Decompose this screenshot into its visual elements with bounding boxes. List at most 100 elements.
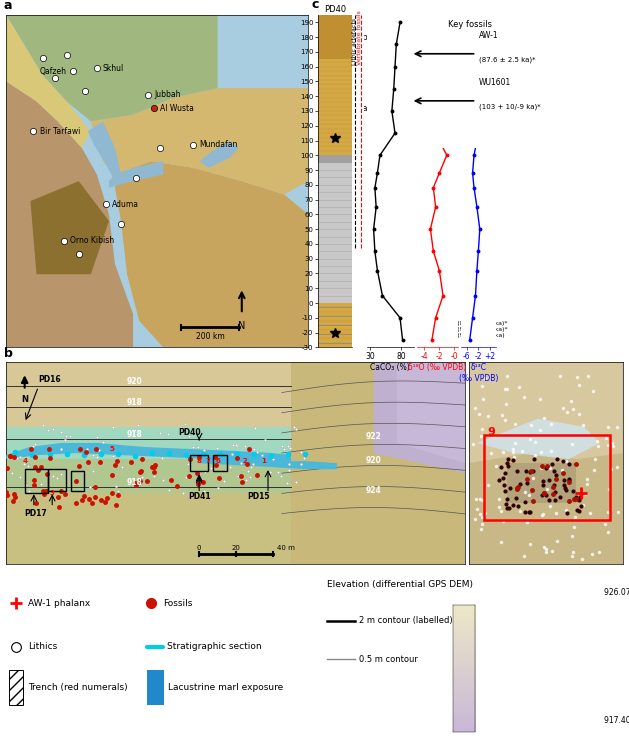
Text: 0: 0: [197, 545, 201, 551]
Text: Lacustrine marl exposure: Lacustrine marl exposure: [168, 683, 283, 692]
Text: PD16: PD16: [38, 376, 61, 385]
Text: (87.6 ± 2.5 ka)*: (87.6 ± 2.5 ka)*: [479, 57, 535, 63]
Polygon shape: [476, 419, 599, 459]
Title: PD40: PD40: [324, 5, 346, 14]
Text: Al Wusta: Al Wusta: [160, 104, 194, 113]
Text: Skhul: Skhul: [103, 63, 124, 72]
Text: 3b: 3b: [357, 33, 368, 42]
Text: PD15: PD15: [248, 492, 270, 501]
Polygon shape: [109, 161, 164, 187]
X-axis label: CaCO₃ (%): CaCO₃ (%): [370, 363, 410, 372]
Text: a: a: [3, 0, 12, 12]
Polygon shape: [397, 362, 465, 463]
Text: 7: 7: [206, 458, 211, 464]
Text: 0.5 m contour: 0.5 m contour: [359, 654, 418, 664]
Text: N: N: [238, 320, 245, 331]
Text: Vertebrate fossils: Vertebrate fossils: [357, 10, 362, 65]
Text: 1: 1: [357, 320, 363, 329]
Text: Trench (red numerals): Trench (red numerals): [28, 683, 128, 692]
Text: PD41: PD41: [188, 492, 211, 501]
Polygon shape: [199, 141, 239, 168]
Polygon shape: [88, 121, 121, 182]
Bar: [70, 471, 84, 492]
Text: Elevation (differential GPS DEM): Elevation (differential GPS DEM): [327, 580, 473, 589]
Text: 1: 1: [261, 458, 266, 464]
Text: 924: 924: [365, 486, 382, 495]
Bar: [213, 455, 226, 471]
X-axis label: δ¹³C
(‰ VPDB): δ¹³C (‰ VPDB): [459, 363, 498, 382]
Text: 926.07 m.a.s.l.: 926.07 m.a.s.l.: [604, 588, 629, 597]
Text: c: c: [311, 0, 319, 11]
Polygon shape: [6, 15, 218, 121]
Text: PD17 (85.3 ± 5.6 ka)*
PD15 (92.0 ± 6.3 ka)*
PD41 (92.2 ± 6.8 ka): PD17 (85.3 ± 5.6 ka)* PD15 (92.0 ± 6.3 k…: [439, 321, 508, 338]
Text: Orno Kibish: Orno Kibish: [70, 237, 114, 246]
Text: 3a: 3a: [357, 104, 368, 113]
Text: 5: 5: [109, 446, 114, 452]
Text: Aduma: Aduma: [112, 200, 139, 209]
Text: 920: 920: [365, 456, 382, 465]
Text: Bir Tarfawi: Bir Tarfawi: [40, 127, 80, 136]
Text: WU1601: WU1601: [479, 78, 511, 87]
Text: Mundafan: Mundafan: [199, 140, 238, 149]
Polygon shape: [6, 453, 465, 494]
Text: Lithics: Lithics: [28, 642, 57, 651]
Text: 918: 918: [127, 430, 143, 439]
Polygon shape: [91, 88, 308, 194]
Text: 20: 20: [231, 545, 240, 551]
Polygon shape: [30, 182, 109, 274]
Text: Key fossils: Key fossils: [448, 20, 493, 29]
Text: Fossils: Fossils: [164, 598, 193, 607]
Text: 920: 920: [127, 377, 143, 386]
Bar: [318, 15, 352, 59]
FancyBboxPatch shape: [147, 670, 164, 705]
Polygon shape: [374, 362, 465, 474]
Text: (103 + 10/-9 ka)*: (103 + 10/-9 ka)*: [479, 104, 540, 110]
Polygon shape: [6, 443, 291, 463]
Bar: [484, 435, 610, 520]
Polygon shape: [507, 463, 577, 503]
Text: AW-1: AW-1: [479, 31, 499, 40]
Text: 2: 2: [243, 458, 247, 464]
Bar: [25, 469, 48, 494]
Bar: [318, 163, 352, 303]
Polygon shape: [291, 362, 465, 564]
Text: 4: 4: [22, 458, 27, 464]
Bar: [190, 455, 208, 471]
FancyBboxPatch shape: [9, 670, 23, 705]
Text: Qafzeh: Qafzeh: [40, 67, 67, 76]
Polygon shape: [6, 362, 465, 427]
Text: 918: 918: [127, 478, 143, 487]
Text: b: b: [4, 347, 13, 360]
Text: 6: 6: [215, 458, 220, 464]
Text: 917.40 m.a.s.l.: 917.40 m.a.s.l.: [604, 716, 629, 725]
Text: 3: 3: [50, 491, 55, 497]
Polygon shape: [469, 362, 623, 463]
Text: 200 km: 200 km: [196, 332, 225, 341]
Polygon shape: [115, 161, 308, 347]
Bar: [318, 155, 352, 163]
Text: 40 m: 40 m: [277, 545, 295, 551]
Polygon shape: [6, 494, 465, 564]
Polygon shape: [6, 81, 133, 347]
Text: 2 m contour (labelled): 2 m contour (labelled): [359, 616, 452, 625]
Polygon shape: [6, 15, 91, 148]
Text: Lithic artefacts: Lithic artefacts: [352, 18, 357, 65]
Text: Jubbah: Jubbah: [154, 90, 181, 99]
Text: 9: 9: [487, 427, 495, 437]
Text: 8: 8: [197, 458, 201, 464]
Text: AW-1 phalanx: AW-1 phalanx: [28, 598, 90, 607]
Text: 922: 922: [365, 432, 382, 441]
Bar: [318, 303, 352, 347]
Text: Stratigraphic section: Stratigraphic section: [167, 642, 261, 651]
Text: PD40: PD40: [179, 428, 201, 437]
X-axis label: δ¹⁸O (‰ VPDB): δ¹⁸O (‰ VPDB): [408, 363, 467, 372]
Polygon shape: [6, 427, 291, 459]
Text: 918: 918: [127, 397, 143, 406]
Text: 2: 2: [357, 229, 363, 238]
Bar: [318, 59, 352, 155]
Text: PD17: PD17: [25, 509, 47, 518]
Bar: [48, 469, 66, 492]
Text: PD40
(98.6 ± 7 ka): PD40 (98.6 ± 7 ka): [439, 131, 486, 144]
Text: N: N: [21, 394, 28, 403]
Polygon shape: [199, 457, 337, 469]
